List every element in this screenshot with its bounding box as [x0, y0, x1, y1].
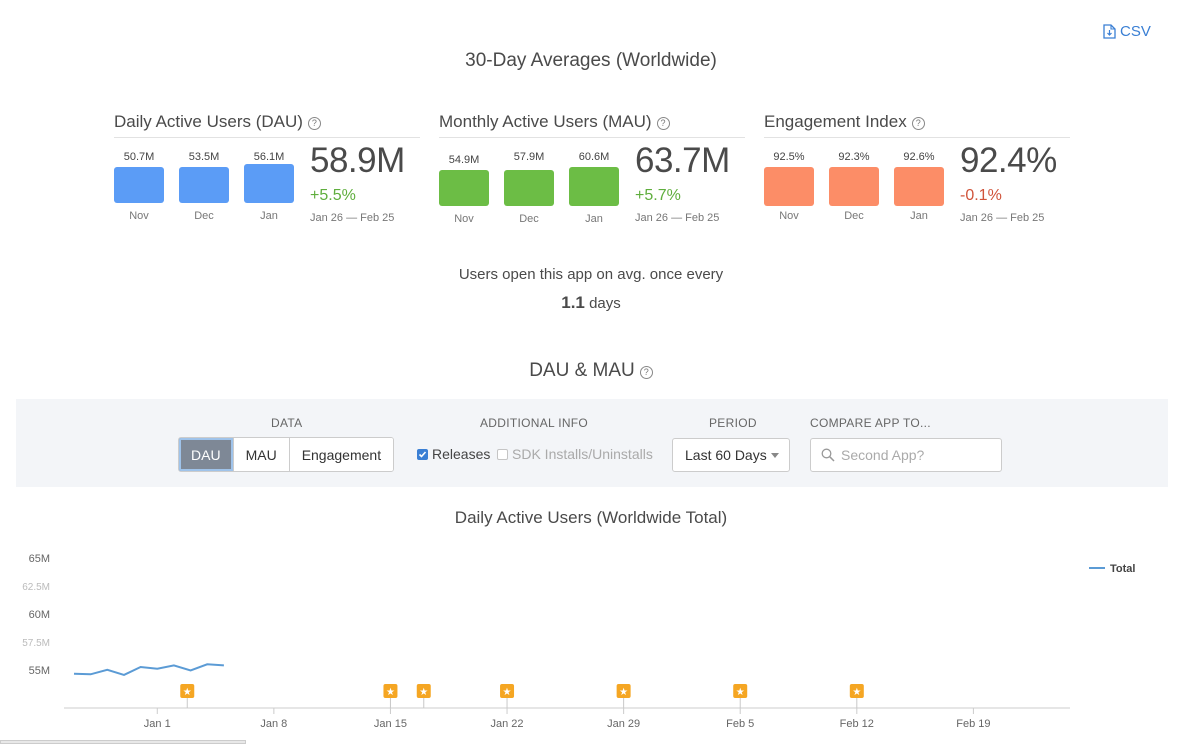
divider [114, 137, 420, 138]
checkbox-unchecked-icon[interactable] [497, 448, 508, 460]
star-glyph: ★ [503, 687, 512, 698]
chart-controls-panel: DATA DAU MAU Engagement ADDITIONAL INFO … [16, 399, 1168, 487]
page-title: 30-Day Averages (Worldwide) [465, 50, 717, 71]
data-mau-button[interactable]: MAU [233, 438, 290, 471]
y-tick-label: 57.5M [22, 638, 50, 649]
help-icon[interactable]: ? [307, 117, 321, 130]
star-glyph: ★ [736, 687, 745, 698]
divider [764, 137, 1070, 138]
section-title: DAU & MAU ? [0, 360, 1182, 382]
dau-bar-nov: 50.7M Nov [113, 150, 165, 222]
y-tick-label: 60M [29, 609, 50, 621]
x-tick-label: Jan 29 [607, 718, 640, 730]
dau-line-chart: 65M 62.5M 60M 57.5M 55M Jan 1 Jan 8 Jan 15 Jan 2… [22, 553, 1135, 730]
x-tick-label: Feb 19 [956, 718, 990, 730]
dau-range: Jan 26 — Feb 25 [310, 212, 395, 224]
star-glyph: ★ [183, 687, 192, 698]
dau-bar-dec: 53.5M Dec [178, 150, 230, 222]
horizontal-scrollbar[interactable] [0, 740, 246, 744]
release-star-icon [416, 684, 431, 698]
help-icon[interactable]: ? [656, 117, 670, 130]
release-star-icon [849, 684, 864, 698]
frequency-value-line: 1.1 days [0, 293, 1182, 313]
period-value: Last 60 Days [685, 447, 767, 463]
engagement-delta: -0.1% [960, 187, 1002, 204]
period-label: PERIOD [709, 416, 757, 430]
data-engagement-button[interactable]: Engagement [289, 438, 394, 471]
period-dropdown[interactable]: Last 60 Days [672, 438, 790, 472]
csv-label: CSV [1120, 23, 1151, 40]
mau-metric-card: Monthly Active Users (MAU)? 54.9M Nov 57.… [439, 110, 745, 225]
csv-export-link[interactable]: CSV [1103, 23, 1151, 40]
compare-label: COMPARE APP TO... [810, 416, 931, 430]
x-tick-label: Jan 8 [260, 718, 287, 730]
engagement-bar-dec: 92.3% Dec [828, 150, 880, 222]
additional-info-label: ADDITIONAL INFO [480, 416, 589, 430]
series-line-total [73, 663, 224, 676]
x-tick-label: Feb 12 [840, 718, 874, 730]
dau-big-value: 58.9M [310, 141, 405, 180]
caret-down-icon [771, 453, 779, 458]
divider [439, 137, 745, 138]
releases-checkbox[interactable]: Releases [417, 446, 490, 462]
data-dau-button[interactable]: DAU [179, 438, 234, 471]
x-tick-label: Jan 1 [144, 718, 171, 730]
dau-delta: +5.5% [310, 187, 356, 204]
dau-bar-jan: 56.1M Jan [243, 150, 295, 222]
sdk-installs-checkbox[interactable]: SDK Installs/Uninstalls [497, 446, 653, 462]
engagement-bar-nov: 92.5% Nov [763, 150, 815, 222]
dau-metric-card: Daily Active Users (DAU)? 50.7M Nov 53.5M… [114, 110, 420, 224]
release-star-icon [616, 684, 631, 698]
release-star-icon [180, 684, 195, 698]
section-title-text: DAU & MAU [529, 360, 635, 381]
engagement-metric-title: Engagement Index [764, 112, 907, 131]
star-glyph: ★ [852, 687, 861, 698]
chart-title: Daily Active Users (Worldwide Total) [454, 508, 728, 527]
star-glyph: ★ [386, 687, 395, 698]
compare-app-search[interactable] [810, 438, 1002, 472]
engagement-range: Jan 26 — Feb 25 [960, 212, 1045, 224]
releases-label: Releases [432, 446, 491, 462]
y-tick-label: 55M [29, 665, 50, 677]
x-tick-label: Jan 22 [491, 718, 524, 730]
frequency-text: Users open this app on avg. once every [458, 266, 724, 283]
frequency-value: 1.1 [561, 293, 585, 312]
mau-bar-nov: 54.9M Nov [438, 150, 490, 225]
checkbox-checked-icon[interactable] [417, 448, 428, 460]
dau-metric-title: Daily Active Users (DAU) [114, 112, 303, 131]
release-star-icon [383, 684, 398, 698]
y-tick-label: 62.5M [22, 582, 50, 593]
engagement-metric-card: Engagement Index? 92.5% Nov 92.3% Dec 92.6… [764, 110, 1070, 224]
star-glyph: ★ [419, 687, 428, 698]
engagement-big-value: 92.4% [960, 141, 1057, 180]
mau-bar-jan: 60.6M Jan [568, 150, 620, 225]
release-star-icon [733, 684, 748, 698]
x-tick-label: Feb 5 [726, 718, 754, 730]
mau-metric-title: Monthly Active Users (MAU) [439, 112, 652, 131]
data-toggle-group: DAU MAU Engagement [178, 437, 395, 472]
file-download-icon [1103, 24, 1116, 39]
mau-delta: +5.7% [635, 187, 681, 204]
frequency-unit: days [589, 295, 621, 312]
search-icon [821, 448, 835, 462]
star-glyph: ★ [619, 687, 628, 698]
mau-bar-dec: 57.9M Dec [503, 150, 555, 225]
data-label: DATA [271, 416, 303, 430]
help-icon[interactable]: ? [911, 117, 925, 130]
legend-label: Total [1110, 563, 1135, 575]
engagement-bar-jan: 92.6% Jan [893, 150, 945, 222]
mau-range: Jan 26 — Feb 25 [635, 212, 720, 224]
compare-app-input[interactable] [841, 447, 991, 463]
y-tick-label: 65M [29, 553, 50, 565]
help-icon[interactable]: ? [639, 366, 653, 379]
sdk-installs-label: SDK Installs/Uninstalls [512, 446, 653, 462]
mau-big-value: 63.7M [635, 141, 730, 180]
x-tick-label: Jan 15 [374, 718, 407, 730]
release-star-icon [500, 684, 515, 698]
